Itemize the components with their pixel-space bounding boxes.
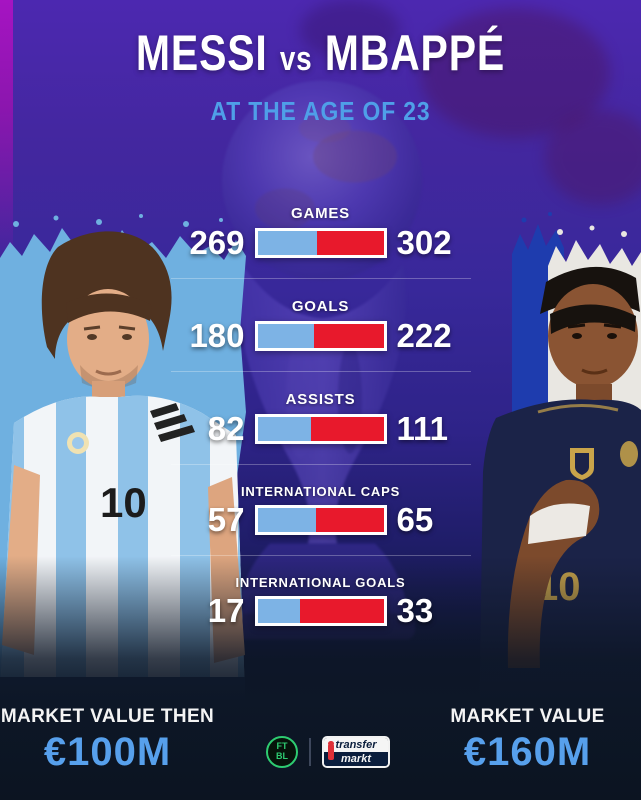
messi-bar-segment (257, 230, 317, 255)
paint-splatter-decoration (545, 110, 641, 205)
stat-bar (254, 504, 387, 535)
stat-divider (170, 278, 471, 279)
mbappe-bar-segment (313, 323, 384, 348)
stat-label: ASSISTS (285, 391, 356, 408)
stat-label: GOALS (291, 298, 350, 315)
stat-label: INTERNATIONAL CAPS (240, 484, 401, 499)
header: MESSI vs MBAPPÉ AT THE AGE OF 23 (0, 24, 641, 127)
stat-value-messi: 269 (189, 224, 245, 261)
stat-value-mbappe: 33 (396, 592, 434, 629)
mbappe-bar-segment (311, 416, 384, 441)
stat-bar (254, 413, 387, 444)
stat-row: INTERNATIONAL CAPS 57 65 (0, 484, 641, 536)
mbappe-bar-segment (300, 598, 384, 623)
stat-value-mbappe: 111 (396, 410, 448, 447)
stat-divider (170, 555, 471, 556)
stat-bar (254, 227, 387, 258)
page-title: MESSI vs MBAPPÉ (58, 24, 584, 82)
market-value-then-label: MARKET VALUE THEN (0, 706, 215, 727)
messi-jersey-number: 10 (100, 479, 147, 526)
stat-label: GAMES (290, 205, 350, 222)
market-value-now-label: MARKET VALUE (450, 706, 605, 727)
stat-row: ASSISTS 82 111 (0, 391, 641, 445)
paint-splatter-decoration (420, 8, 610, 138)
title-messi: MESSI (135, 25, 268, 81)
market-value-then-value: €100M (43, 730, 172, 774)
stat-value-messi: 57 (207, 501, 245, 538)
transfermarkt-logo-line2: markt (324, 752, 388, 766)
page-subtitle: AT THE AGE OF 23 (210, 96, 431, 126)
stat-label: INTERNATIONAL GOALS (235, 575, 406, 590)
stat-divider (170, 371, 471, 372)
messi-bar-segment (257, 598, 301, 623)
title-vs: vs (279, 40, 313, 78)
stat-value-messi: 17 (207, 592, 245, 629)
title-mbappe: MBAPPÉ (324, 25, 506, 81)
market-value-now-value: €160M (463, 730, 592, 774)
stat-value-messi: 180 (189, 317, 245, 354)
logo-separator (309, 738, 311, 766)
stats-list: GAMES 269 302 GOALS 180 222 (0, 205, 641, 627)
stat-row: GAMES 269 302 (0, 205, 641, 259)
transfermarkt-logo-line1: transfer (324, 738, 388, 752)
footer-logos: FT BL transfer markt (266, 736, 390, 768)
mbappe-bar-segment (316, 507, 384, 532)
messi-bar-segment (257, 416, 312, 441)
stat-value-mbappe: 65 (396, 501, 434, 538)
messi-bar-segment (257, 323, 314, 348)
ftbl-logo-line1: FT (276, 741, 288, 752)
ftbl-logo: FT BL (266, 736, 298, 768)
stat-divider (170, 464, 471, 465)
stat-bar (254, 595, 387, 626)
mbappe-bar-segment (316, 230, 384, 255)
market-value-now-block: MARKET VALUE €160M (420, 706, 635, 775)
stat-value-mbappe: 222 (396, 317, 452, 354)
stat-row: INTERNATIONAL GOALS 17 33 (0, 575, 641, 627)
paint-splatter-decoration (300, 0, 400, 60)
stat-row: GOALS 180 222 (0, 298, 641, 352)
transfermarkt-mascot-icon (328, 741, 334, 760)
stat-bar (254, 320, 387, 351)
market-value-then-block: MARKET VALUE THEN €100M (0, 706, 215, 775)
messi-bar-segment (257, 507, 317, 532)
transfermarkt-logo: transfer markt (322, 736, 390, 768)
stat-value-mbappe: 302 (396, 224, 452, 261)
stat-value-messi: 82 (207, 410, 245, 447)
ftbl-logo-line2: BL (276, 751, 288, 761)
magenta-edge-decoration (0, 0, 13, 270)
